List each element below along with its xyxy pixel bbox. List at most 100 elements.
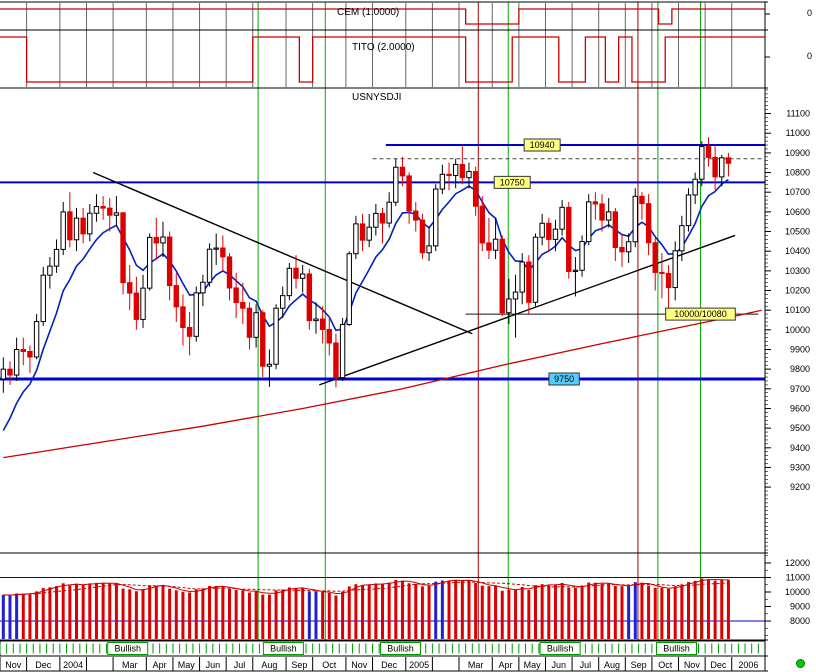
candle-body [466, 171, 472, 179]
x-axis-label: 2004 [63, 660, 83, 670]
y-tick-label: 9700 [790, 384, 810, 394]
volume-bar [188, 592, 192, 639]
volume-bar [454, 579, 458, 639]
volume-bar [161, 585, 165, 639]
volume-bar [667, 588, 671, 639]
y-tick-label: 9000 [790, 602, 810, 612]
main-panel-title: USNYSDJI [352, 92, 402, 103]
y-tick-label: 9400 [790, 443, 810, 453]
candle-body [679, 225, 685, 252]
x-axis-label: Oct [658, 660, 673, 670]
candle-body [599, 203, 605, 221]
volume-bar [254, 590, 258, 639]
volume-bar [114, 583, 118, 639]
volume-bar [61, 583, 65, 639]
volume-bar [440, 580, 444, 639]
candle-body [625, 241, 632, 253]
slow-ma-line [3, 309, 762, 459]
trendline[interactable] [319, 234, 736, 386]
price-level-label-box[interactable] [665, 307, 736, 321]
candle-body [645, 203, 652, 244]
price-level-label-box[interactable] [523, 138, 561, 152]
candle-body [160, 236, 166, 244]
candle-body [566, 206, 572, 272]
candle-body [393, 166, 399, 203]
price-level-label[interactable]: 10940 [530, 140, 555, 150]
lower-ma-line [3, 578, 729, 596]
candle-body [359, 223, 366, 241]
candle-body [200, 281, 206, 294]
volume-bar [261, 594, 265, 639]
volume-bar [381, 584, 384, 639]
x-axis-label: May [178, 660, 196, 670]
candle-body [399, 166, 406, 177]
candle-body [572, 269, 579, 272]
candle-body [526, 261, 532, 303]
volume-bar [141, 588, 145, 639]
volume-bar [307, 591, 311, 639]
candle-body [333, 342, 339, 379]
volume-bar [221, 586, 225, 639]
volume-bar [88, 583, 92, 639]
volume-bar [134, 591, 138, 639]
candle-body [146, 236, 153, 289]
x-axis-label: Dec [710, 660, 727, 670]
candle-body [40, 274, 46, 323]
volume-bar [653, 587, 657, 639]
volume-bar [301, 587, 305, 639]
candle-body [273, 307, 279, 365]
y-tick-label: 9500 [790, 423, 810, 433]
bullish-label-box [262, 642, 304, 655]
candle-body [326, 328, 332, 344]
volume-bar [434, 581, 438, 639]
volume-bar [374, 583, 378, 639]
volume-bar [447, 580, 451, 639]
candle-body [93, 206, 100, 214]
volume-bar [121, 588, 125, 639]
volume-bar [174, 590, 178, 639]
candle-body [20, 348, 26, 352]
price-level-label-box[interactable] [548, 372, 580, 386]
candle-body [240, 302, 246, 309]
price-level-label[interactable]: 10000/10080 [674, 309, 727, 319]
volume-bar [560, 582, 564, 639]
y-tick-label: 10100 [785, 305, 810, 315]
volume-bar [600, 583, 604, 639]
trendline[interactable] [92, 171, 473, 335]
x-axis-label: Mar [122, 660, 138, 670]
volume-bar [214, 585, 218, 639]
candle-body [33, 321, 40, 358]
price-level-label[interactable]: 9750 [554, 374, 574, 384]
price-level-label-box[interactable] [493, 175, 531, 189]
candle-body [253, 312, 259, 338]
volume-bar [460, 580, 464, 639]
candle-body [173, 285, 179, 308]
candle-body [659, 271, 665, 274]
y-tick-label: 10000 [785, 325, 810, 335]
candle-body [266, 363, 273, 367]
price-level-label[interactable]: 10750 [500, 177, 525, 187]
candle-body [186, 326, 193, 337]
candle-body [532, 236, 539, 303]
volume-bar [620, 586, 624, 639]
volume-bar [347, 586, 351, 639]
volume-bar [68, 585, 72, 639]
bullish-label: Bullish [387, 644, 414, 654]
volume-bar [593, 582, 597, 639]
candle-body [246, 307, 253, 338]
volume-bar [527, 589, 531, 639]
volume-bar [228, 588, 231, 639]
candle-body [406, 175, 412, 212]
candle-body [479, 205, 485, 244]
y-tick-label: 10500 [785, 227, 810, 237]
candle-body [120, 212, 126, 284]
candle-body [113, 212, 120, 216]
candle-body [107, 207, 113, 216]
candle-body [280, 295, 286, 309]
candle-body [80, 217, 86, 235]
volume-bar [580, 585, 584, 639]
volume-bar [567, 587, 571, 639]
bullish-label: Bullish [114, 644, 141, 654]
